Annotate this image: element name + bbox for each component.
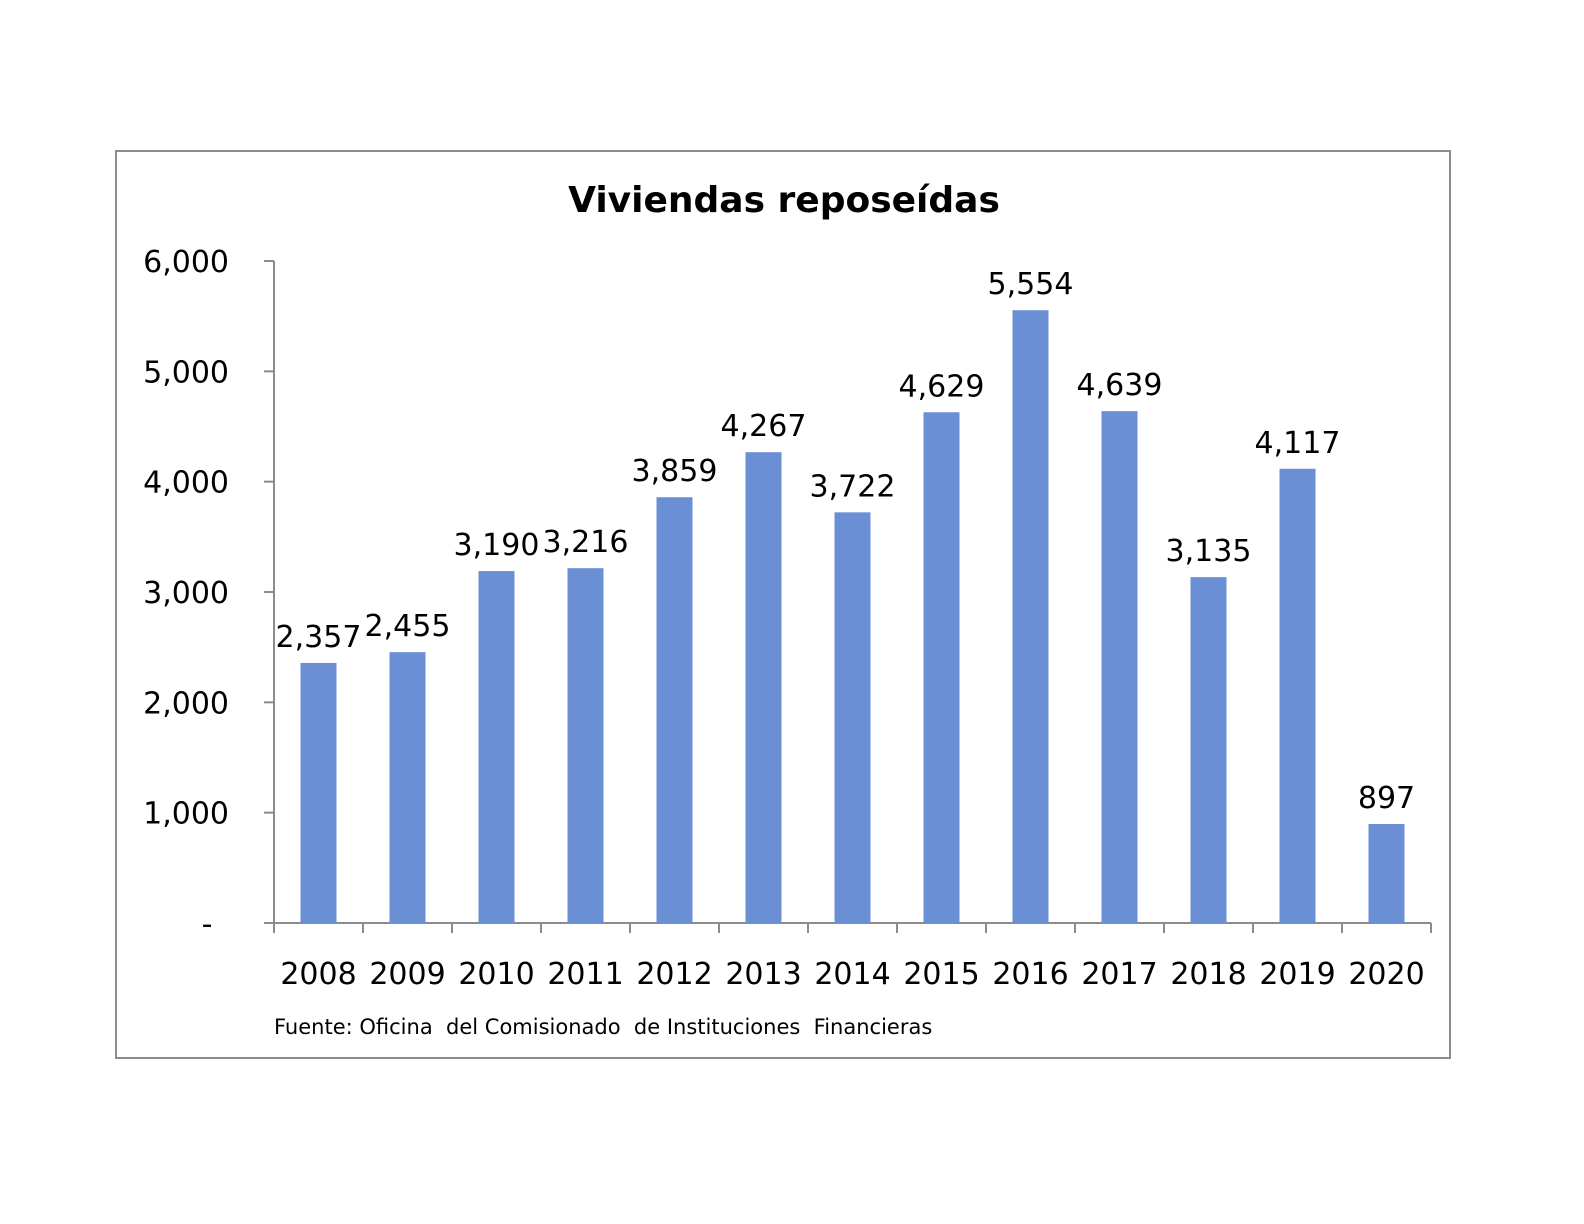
data-label: 4,117	[1255, 426, 1341, 461]
data-label: 3,859	[632, 454, 718, 489]
bar	[656, 497, 693, 923]
bar	[478, 571, 515, 923]
bar	[834, 512, 871, 923]
data-label: 3,722	[810, 469, 896, 504]
x-tick-label: 2010	[458, 957, 534, 992]
x-tick-label: 2012	[636, 957, 712, 992]
bar	[1190, 577, 1227, 923]
bar	[1368, 824, 1405, 923]
x-tick-label: 2018	[1170, 957, 1246, 992]
data-label: 4,639	[1077, 368, 1163, 403]
data-label: 4,629	[899, 369, 985, 404]
y-tick-label: 5,000	[143, 355, 229, 390]
data-label: 2,357	[276, 620, 362, 655]
x-tick-label: 2019	[1259, 957, 1335, 992]
y-tick-label: 6,000	[143, 245, 229, 280]
x-tick-label: 2013	[725, 957, 801, 992]
x-tick-label: 2008	[280, 957, 356, 992]
y-tick-label: 3,000	[143, 576, 229, 611]
x-tick-label: 2017	[1081, 957, 1157, 992]
x-tick-label: 2014	[814, 957, 890, 992]
source-note: Fuente: Oficina del Comisionado de Insti…	[274, 1015, 932, 1039]
x-tick-label: 2016	[992, 957, 1068, 992]
chart-title: Viviendas reposeídas	[568, 180, 1000, 221]
y-tick-label: 2,000	[143, 686, 229, 721]
data-label: 3,216	[543, 525, 629, 560]
bar	[389, 652, 426, 923]
bar	[745, 452, 782, 923]
x-tick-label: 2011	[547, 957, 623, 992]
data-label: 5,554	[988, 267, 1074, 302]
bar	[300, 662, 337, 923]
bar	[1101, 411, 1138, 923]
x-axis: 2008 2009 2010 2011 2012 2013 2014 2015 2016 2017…	[273, 922, 1432, 992]
bar-chart: Viviendas reposeídas - 1,000 2,000 3,000 4,0…	[143, 180, 1432, 1039]
data-label: 3,135	[1166, 534, 1252, 569]
bar	[1012, 310, 1049, 923]
bar	[923, 412, 960, 923]
data-label: 897	[1358, 781, 1415, 816]
x-tick-label: 2009	[369, 957, 445, 992]
y-tick-label: 4,000	[143, 466, 229, 501]
y-tick-label: 1,000	[143, 797, 229, 832]
x-tick-label: 2015	[903, 957, 979, 992]
y-tick-label: -	[202, 907, 213, 942]
data-label: 4,267	[721, 409, 807, 444]
chart-frame: Viviendas reposeídas - 1,000 2,000 3,000 4,0…	[115, 150, 1451, 1059]
data-label: 3,190	[454, 528, 540, 563]
bar	[567, 568, 604, 923]
bars	[300, 310, 1405, 923]
x-tick-label: 2020	[1348, 957, 1424, 992]
data-label: 2,455	[365, 609, 451, 644]
y-axis: - 1,000 2,000 3,000 4,000 5,000 6,000	[143, 245, 275, 942]
bar	[1279, 468, 1316, 923]
